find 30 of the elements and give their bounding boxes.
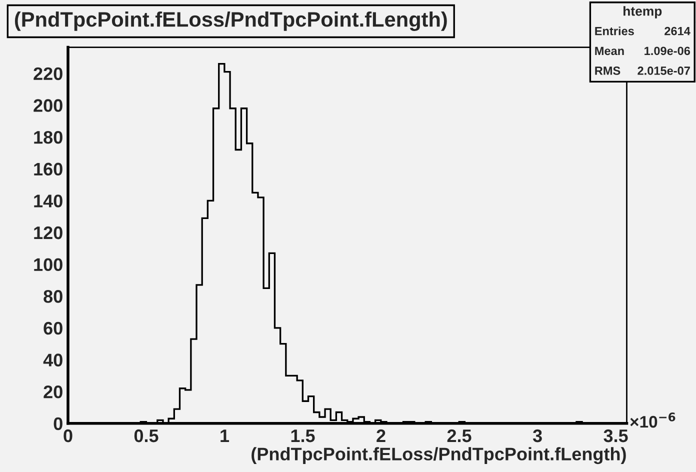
text: ×10$^{−6}$: [630, 412, 676, 428]
y-tick-label: 40: [43, 354, 62, 366]
y-tick-label: 200: [34, 99, 62, 112]
annotation: RMS: [595, 66, 620, 75]
y-tick-label: 0: [54, 417, 62, 430]
x-axis-title: (PndTpcPoint.fELoss/PndTpcPoint.fLength): [252, 447, 626, 464]
y-tick-label: 120: [34, 226, 62, 240]
annotation: Mean: [595, 46, 624, 56]
chart-title: (PndTpcPoint.fELoss/PndTpcPoint.fLength): [14, 11, 447, 31]
y-tick-label: 100: [34, 258, 62, 272]
x-tick-label: 0: [64, 429, 72, 442]
y-tick-label: 220: [34, 67, 62, 80]
text: htemp: [624, 6, 662, 18]
y-tick-label: 160: [34, 162, 62, 176]
text: 2.015e-07: [638, 66, 690, 75]
x-tick-label: 2.5: [447, 429, 472, 442]
y-tick-label: 20: [44, 386, 62, 398]
y-tick-label: 180: [34, 130, 62, 144]
x-tick-label: 3.5: [604, 429, 628, 442]
x-tick-label: 1: [220, 430, 230, 442]
x-tick-label: 3: [532, 429, 542, 442]
y-tick-label: 80: [44, 290, 62, 303]
text: Entries: [595, 26, 634, 36]
y-tick-label: 60: [44, 322, 62, 335]
x-tick-label: 1.5: [291, 430, 315, 442]
x-tick-label: 2: [376, 429, 386, 442]
x-tick-label: 0.5: [134, 429, 158, 442]
text: 1.09e-06: [644, 46, 690, 56]
y-tick-label: 140: [34, 194, 62, 208]
text: 2614: [664, 26, 690, 36]
